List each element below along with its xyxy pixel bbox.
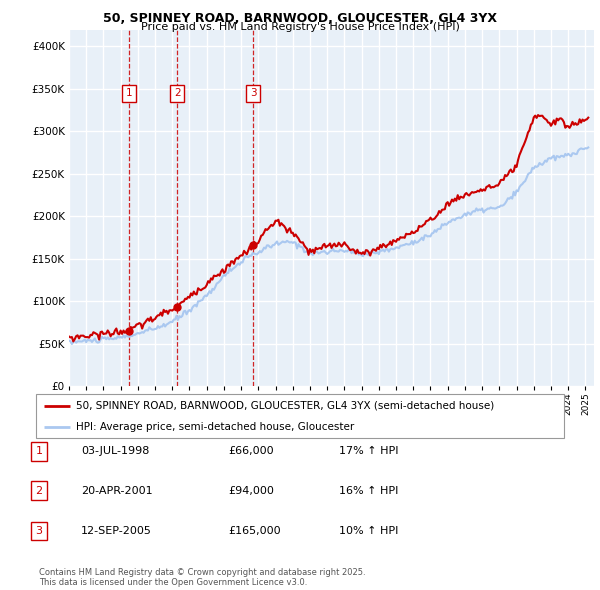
Text: 3: 3	[250, 88, 256, 99]
Text: 2: 2	[35, 486, 43, 496]
Text: £66,000: £66,000	[228, 447, 274, 456]
Text: 1: 1	[35, 447, 43, 456]
Text: 12-SEP-2005: 12-SEP-2005	[81, 526, 152, 536]
Text: 17% ↑ HPI: 17% ↑ HPI	[339, 447, 398, 456]
Text: 1: 1	[126, 88, 133, 99]
Text: £94,000: £94,000	[228, 486, 274, 496]
Text: 3: 3	[35, 526, 43, 536]
Text: 03-JUL-1998: 03-JUL-1998	[81, 447, 149, 456]
Text: 2: 2	[174, 88, 181, 99]
Text: Price paid vs. HM Land Registry's House Price Index (HPI): Price paid vs. HM Land Registry's House …	[140, 22, 460, 32]
Text: Contains HM Land Registry data © Crown copyright and database right 2025.
This d: Contains HM Land Registry data © Crown c…	[39, 568, 365, 587]
Text: 50, SPINNEY ROAD, BARNWOOD, GLOUCESTER, GL4 3YX (semi-detached house): 50, SPINNEY ROAD, BARNWOOD, GLOUCESTER, …	[76, 401, 494, 411]
Text: £165,000: £165,000	[228, 526, 281, 536]
Text: HPI: Average price, semi-detached house, Gloucester: HPI: Average price, semi-detached house,…	[76, 422, 354, 432]
Text: 20-APR-2001: 20-APR-2001	[81, 486, 152, 496]
Text: 10% ↑ HPI: 10% ↑ HPI	[339, 526, 398, 536]
Text: 50, SPINNEY ROAD, BARNWOOD, GLOUCESTER, GL4 3YX: 50, SPINNEY ROAD, BARNWOOD, GLOUCESTER, …	[103, 12, 497, 25]
Text: 16% ↑ HPI: 16% ↑ HPI	[339, 486, 398, 496]
